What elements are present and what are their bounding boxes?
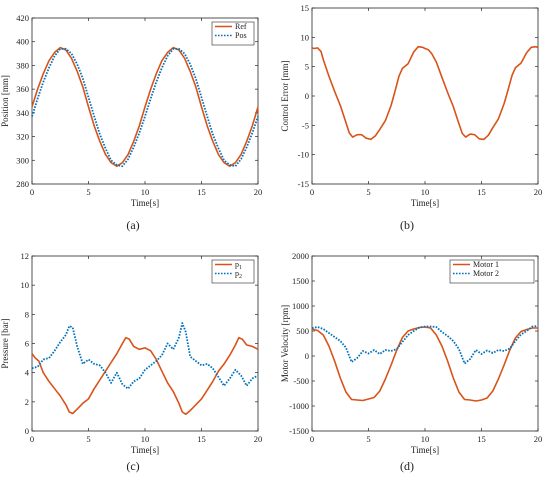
x-axis-label: Time[s] (131, 445, 159, 455)
y-axis-label: Control Error [mm] (280, 61, 290, 132)
y-tick-label: 360 (16, 84, 29, 94)
y-tick-label: 1500 (292, 276, 309, 286)
chart-panel-a: 0 5 10 15 20 280 300 320 340 360 380 400 420 Time[s] P… (0, 13, 262, 232)
chart-panel-b: 0 5 10 15 20 -15 -10 -5 0 5 10 15 Time[s] Control Err… (280, 3, 542, 232)
legend-box (449, 259, 535, 284)
series-line-ref (31, 46, 259, 167)
x-tick-label: 0 (30, 187, 34, 197)
x-tick-label: 10 (141, 187, 150, 197)
legend-label: Motor 2 (473, 269, 499, 278)
legend-label: p2 (235, 269, 242, 280)
y-tick-label: 500 (296, 326, 309, 336)
y-tick-label: 0 (305, 351, 309, 361)
series-line-p1 (31, 336, 259, 416)
y-tick-label: 1000 (292, 301, 309, 311)
y-tick-label: -1500 (289, 426, 309, 436)
x-tick-label: 20 (254, 434, 263, 444)
x-axis-label: Time[s] (131, 198, 159, 208)
y-tick-label: -5 (302, 120, 309, 130)
x-tick-label: 20 (534, 434, 543, 444)
subfigure-label: (a) (126, 218, 139, 232)
x-tick-label: 15 (197, 434, 206, 444)
y-tick-label: -10 (298, 150, 309, 160)
chart-panel-d: 0 5 10 15 20 -1500 -1000 -500 0 500 1000 1500 2000 Ti… (280, 251, 542, 473)
y-axis-label: Position [mm] (0, 75, 10, 127)
y-tick-label: 0 (305, 91, 309, 101)
series-line-pos (31, 47, 259, 168)
y-tick-label: 5 (305, 62, 309, 72)
x-tick-label: 15 (197, 187, 206, 197)
x-tick-label: 20 (254, 187, 263, 197)
x-tick-label: 0 (30, 434, 34, 444)
y-tick-label: 0 (25, 426, 29, 436)
x-tick-label: 20 (534, 187, 543, 197)
y-tick-label: 10 (301, 32, 310, 42)
y-tick-label: 380 (16, 60, 29, 70)
legend-label: Ref (235, 22, 247, 31)
axes-box (311, 7, 539, 185)
y-axis-label: Motor Velocity [rpm] (280, 305, 290, 382)
x-tick-label: 10 (421, 434, 430, 444)
series-line-motor-2 (311, 325, 539, 365)
x-tick-label: 10 (421, 187, 430, 197)
legend-label: p1 (235, 260, 242, 271)
y-tick-label: -500 (293, 376, 309, 386)
legend-label: Pos (235, 31, 247, 40)
chart-panel-c: 0 5 10 15 20 0 2 4 6 8 10 12 Time[s] Pressure [bar] p1… (0, 251, 262, 473)
y-tick-label: 340 (16, 108, 29, 118)
y-tick-label: 6 (25, 339, 29, 349)
y-tick-label: 300 (16, 155, 29, 165)
y-tick-label: 4 (25, 368, 30, 378)
x-tick-label: 10 (141, 434, 150, 444)
series-line-motor-1 (311, 326, 538, 402)
y-tick-label: -1000 (289, 401, 309, 411)
legend-box (211, 21, 255, 46)
y-tick-label: 15 (301, 3, 310, 13)
y-tick-label: 280 (16, 179, 29, 189)
y-tick-label: 420 (16, 13, 29, 23)
x-axis-label: Time[s] (411, 445, 439, 455)
y-tick-label: 2000 (292, 251, 309, 261)
subfigure-label: (c) (126, 459, 139, 473)
x-tick-label: 15 (477, 434, 486, 444)
y-tick-label: 320 (16, 132, 29, 142)
y-axis-label: Pressure [bar] (0, 318, 10, 368)
y-tick-label: 12 (21, 251, 30, 261)
y-tick-label: -15 (298, 179, 309, 189)
x-tick-label: 5 (86, 434, 90, 444)
x-tick-label: 5 (366, 434, 370, 444)
y-tick-label: 400 (16, 37, 29, 47)
x-tick-label: 0 (310, 434, 314, 444)
x-tick-label: 5 (366, 187, 370, 197)
legend-label: Motor 1 (473, 260, 499, 269)
x-tick-label: 15 (477, 187, 486, 197)
y-tick-label: 10 (21, 280, 30, 290)
series-line-p2 (31, 322, 259, 390)
x-tick-label: 5 (86, 187, 90, 197)
y-tick-label: 2 (25, 397, 29, 407)
x-axis-label: Time[s] (411, 198, 439, 208)
x-tick-label: 0 (310, 187, 314, 197)
series-line-error (311, 45, 539, 141)
y-tick-label: 8 (25, 309, 29, 319)
subfigure-label: (d) (400, 459, 414, 473)
legend-box (211, 259, 255, 284)
subfigure-label: (b) (400, 218, 414, 232)
